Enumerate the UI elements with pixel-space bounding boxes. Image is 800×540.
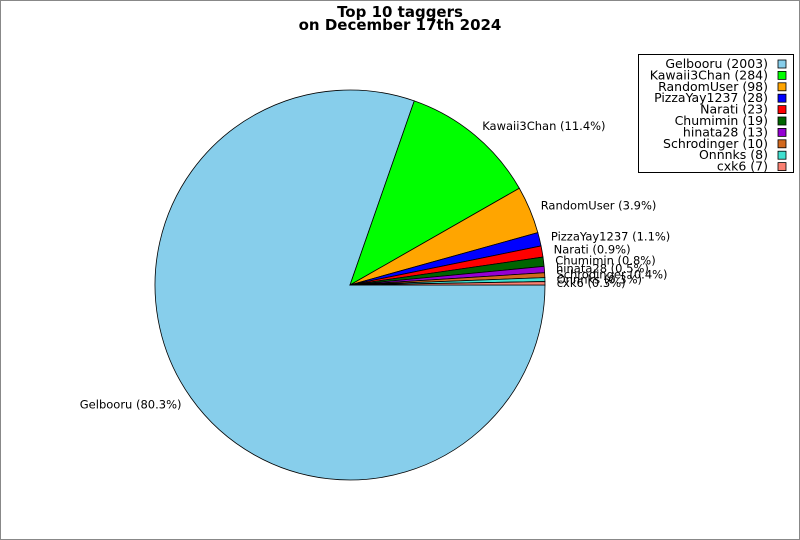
legend-swatch-gelbooru: [777, 59, 787, 69]
slice-label-narati: Narati (0.9%): [554, 243, 631, 257]
chart-title-line-2: on December 17th 2024: [299, 16, 502, 34]
slice-label-randomuser: RandomUser (3.9%): [541, 198, 657, 212]
pie-slice-cxk6: [349, 281, 546, 286]
slice-label-onnnks: Onnnks (0.3%): [557, 272, 642, 286]
slice-label-kawaii3chan: Kawaii3Chan (11.4%): [482, 119, 605, 133]
slice-label-gelbooru: Gelbooru (80.3%): [80, 398, 182, 412]
slice-label-pizzayay1237: PizzaYay1237 (1.1%): [551, 230, 670, 244]
legend-label-onnnks: Onnnks (8): [699, 147, 768, 162]
legend-swatch-cxk6: [777, 162, 787, 172]
legend-swatch-kawaii3chan: [777, 71, 787, 80]
legend-label-gelbooru: Gelbooru (2003): [665, 56, 768, 71]
legend-swatch-schrodinger: [777, 139, 787, 149]
legend-swatch-pizzayay1237: [777, 93, 787, 103]
legend-box: [638, 54, 794, 173]
legend-label-kawaii3chan: Kawaii3Chan (284): [650, 67, 768, 82]
slice-label-hinata28: hinata28 (0.5%): [556, 262, 649, 276]
legend-swatch-hinata28: [777, 127, 787, 137]
legend-label-pizzayay1237: PizzaYay1237 (28): [654, 90, 768, 105]
slice-label-cxk6: cxk6 (0.3%): [557, 276, 626, 290]
legend-swatch-chumimin: [777, 116, 787, 126]
legend-swatch-randomuser: [777, 82, 787, 92]
legend-swatch-onnnks: [777, 150, 787, 160]
pie-slice-kawaii3chan: [349, 100, 520, 286]
legend-label-narati: Narati (23): [700, 102, 768, 117]
legend: Gelbooru (2003)Kawaii3Chan (284)RandomUs…: [638, 54, 794, 174]
slice-label-chumimin: Chumimin (0.8%): [555, 253, 656, 267]
legend-swatch-narati: [777, 105, 787, 114]
legend-label-hinata28: hinata28 (13): [683, 124, 768, 139]
legend-label-schrodinger: Schrodinger (10): [663, 136, 768, 151]
legend-label-chumimin: Chumimin (19): [675, 113, 768, 128]
slice-label-schrodinger: Schrodinger (0.4%): [556, 268, 667, 282]
chart-title-line-1: Top 10 taggers: [337, 3, 463, 21]
pie-slice-labels: Gelbooru (80.3%) Kawaii3Chan (11.4%) Rando…: [80, 119, 671, 412]
legend-label-randomuser: RandomUser (98): [658, 79, 768, 94]
legend-label-cxk6: cxk6 (7): [717, 159, 768, 174]
pie-slices: [154, 89, 546, 481]
